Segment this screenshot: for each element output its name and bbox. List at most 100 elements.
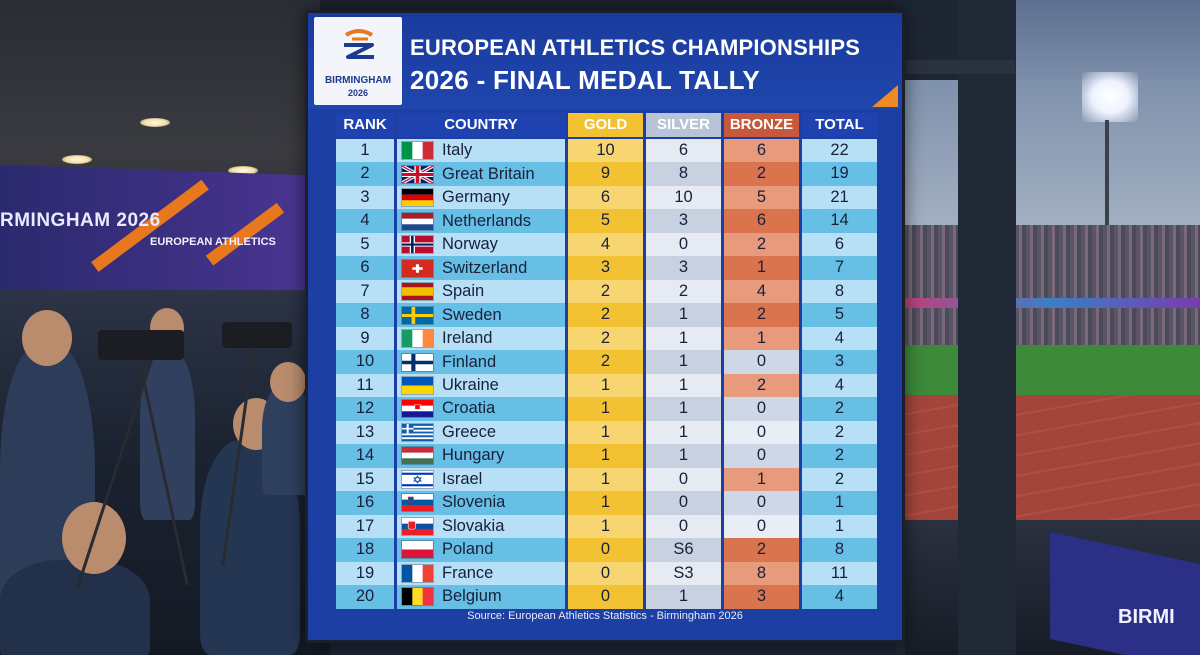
country-cell: Ireland bbox=[397, 326, 565, 351]
israel-flag-icon bbox=[401, 469, 434, 489]
hall-banner bbox=[0, 164, 310, 306]
total-cell: 5 bbox=[802, 303, 877, 327]
bronze-cell: 2 bbox=[724, 538, 799, 562]
ireland-flag-icon bbox=[401, 329, 434, 349]
country-name: Sweden bbox=[442, 305, 502, 324]
bronze-cell: 0 bbox=[724, 420, 799, 445]
spain-flag-icon bbox=[401, 282, 434, 302]
country-name: Ireland bbox=[442, 329, 493, 348]
table-row: 12 Croatia 1 1 0 2 bbox=[336, 397, 884, 421]
column-header-silver: SILVER bbox=[646, 113, 721, 137]
rank-cell: 19 bbox=[336, 561, 394, 586]
rank-cell: 8 bbox=[336, 303, 394, 327]
bronze-cell: 2 bbox=[724, 303, 799, 327]
table-row: 11 Ukraine 1 1 2 4 bbox=[336, 373, 884, 398]
total-cell: 2 bbox=[802, 397, 877, 421]
silver-cell: S3 bbox=[646, 561, 721, 586]
silver-cell: 1 bbox=[646, 420, 721, 445]
country-name: France bbox=[442, 563, 494, 582]
hungary-flag-icon bbox=[401, 446, 434, 466]
table-row: 9 Ireland 2 1 1 4 bbox=[336, 326, 884, 351]
country-cell: Great Britain bbox=[397, 162, 565, 186]
table-row: 20 Belgium 0 1 3 4 bbox=[336, 585, 884, 609]
silver-cell: 1 bbox=[646, 444, 721, 468]
poland-flag-icon bbox=[401, 540, 434, 560]
bronze-cell: 3 bbox=[724, 585, 799, 609]
total-cell: 7 bbox=[802, 256, 877, 280]
gold-cell: 1 bbox=[568, 420, 643, 445]
rank-cell: 16 bbox=[336, 491, 394, 515]
country-name: Ukraine bbox=[442, 375, 499, 394]
bronze-cell: 0 bbox=[724, 397, 799, 421]
total-cell: 8 bbox=[802, 538, 877, 562]
gold-cell: 1 bbox=[568, 444, 643, 468]
display-title-line2: 2026 - FINAL MEDAL TALLY bbox=[410, 65, 761, 95]
total-cell: 14 bbox=[802, 209, 877, 233]
rank-cell: 1 bbox=[336, 139, 394, 163]
silver-cell: 0 bbox=[646, 514, 721, 539]
france-flag-icon bbox=[401, 563, 434, 583]
gold-cell: 2 bbox=[568, 326, 643, 351]
total-cell: 8 bbox=[802, 279, 877, 304]
silver-cell: 10 bbox=[646, 185, 721, 210]
rank-cell: 5 bbox=[336, 232, 394, 257]
rank-cell: 12 bbox=[336, 397, 394, 421]
stadium-stands bbox=[905, 225, 1200, 345]
country-name: Israel bbox=[442, 469, 483, 488]
window-frame bbox=[905, 60, 1015, 74]
country-cell: France bbox=[397, 561, 565, 586]
gold-cell: 10 bbox=[568, 139, 643, 163]
country-name: Belgium bbox=[442, 587, 502, 606]
rank-cell: 4 bbox=[336, 209, 394, 233]
country-cell: Finland bbox=[397, 350, 565, 374]
silver-cell: 3 bbox=[646, 256, 721, 280]
medal-table-header: RANK COUNTRY GOLD SILVER BRONZE TOTAL bbox=[336, 113, 884, 137]
medal-table: RANK COUNTRY GOLD SILVER BRONZE TOTAL 1 I… bbox=[336, 113, 884, 609]
total-cell: 1 bbox=[802, 491, 877, 515]
rank-cell: 20 bbox=[336, 585, 394, 609]
country-cell: Germany bbox=[397, 185, 565, 210]
country-cell: Croatia bbox=[397, 397, 565, 421]
total-cell: 19 bbox=[802, 162, 877, 186]
rank-cell: 11 bbox=[336, 373, 394, 398]
table-row: 3 Germany 6 10 5 21 bbox=[336, 185, 884, 210]
bronze-cell: 4 bbox=[724, 279, 799, 304]
great-britain-flag-icon bbox=[401, 164, 434, 184]
medal-table-body: 1 Italy 10 6 6 22 2 Great Britain 9 8 2 19 3 Germany 6… bbox=[336, 139, 884, 609]
country-name: Switzerland bbox=[442, 258, 528, 277]
country-name: Germany bbox=[442, 188, 510, 207]
logo-year: 2026 bbox=[347, 88, 369, 98]
rank-cell: 2 bbox=[336, 162, 394, 186]
bronze-cell: 0 bbox=[724, 514, 799, 539]
country-cell: Norway bbox=[397, 232, 565, 257]
bronze-cell: 2 bbox=[724, 373, 799, 398]
ceiling-light bbox=[140, 118, 170, 127]
country-name: Netherlands bbox=[442, 211, 531, 230]
table-row: 5 Norway 4 0 2 6 bbox=[336, 232, 884, 257]
silver-cell: 1 bbox=[646, 397, 721, 421]
sweden-flag-icon bbox=[401, 305, 434, 325]
rank-cell: 13 bbox=[336, 420, 394, 445]
total-cell: 2 bbox=[802, 420, 877, 445]
gold-cell: 6 bbox=[568, 185, 643, 210]
belgium-flag-icon bbox=[401, 587, 434, 607]
gold-cell: 5 bbox=[568, 209, 643, 233]
gold-cell: 1 bbox=[568, 397, 643, 421]
total-cell: 4 bbox=[802, 326, 877, 351]
gold-cell: 2 bbox=[568, 279, 643, 304]
total-cell: 2 bbox=[802, 467, 877, 492]
total-cell: 22 bbox=[802, 139, 877, 163]
country-cell: Ukraine bbox=[397, 373, 565, 398]
rank-cell: 14 bbox=[336, 444, 394, 468]
gold-cell: 1 bbox=[568, 467, 643, 492]
silver-cell: 3 bbox=[646, 209, 721, 233]
press-crowd bbox=[0, 290, 330, 655]
gold-cell: 0 bbox=[568, 585, 643, 609]
gold-cell: 0 bbox=[568, 561, 643, 586]
table-row: 16 Slovenia 1 0 0 1 bbox=[336, 491, 884, 515]
bronze-cell: 6 bbox=[724, 139, 799, 163]
country-name: Great Britain bbox=[442, 164, 535, 183]
stadium-advert-band bbox=[905, 298, 1200, 308]
gold-cell: 1 bbox=[568, 491, 643, 515]
